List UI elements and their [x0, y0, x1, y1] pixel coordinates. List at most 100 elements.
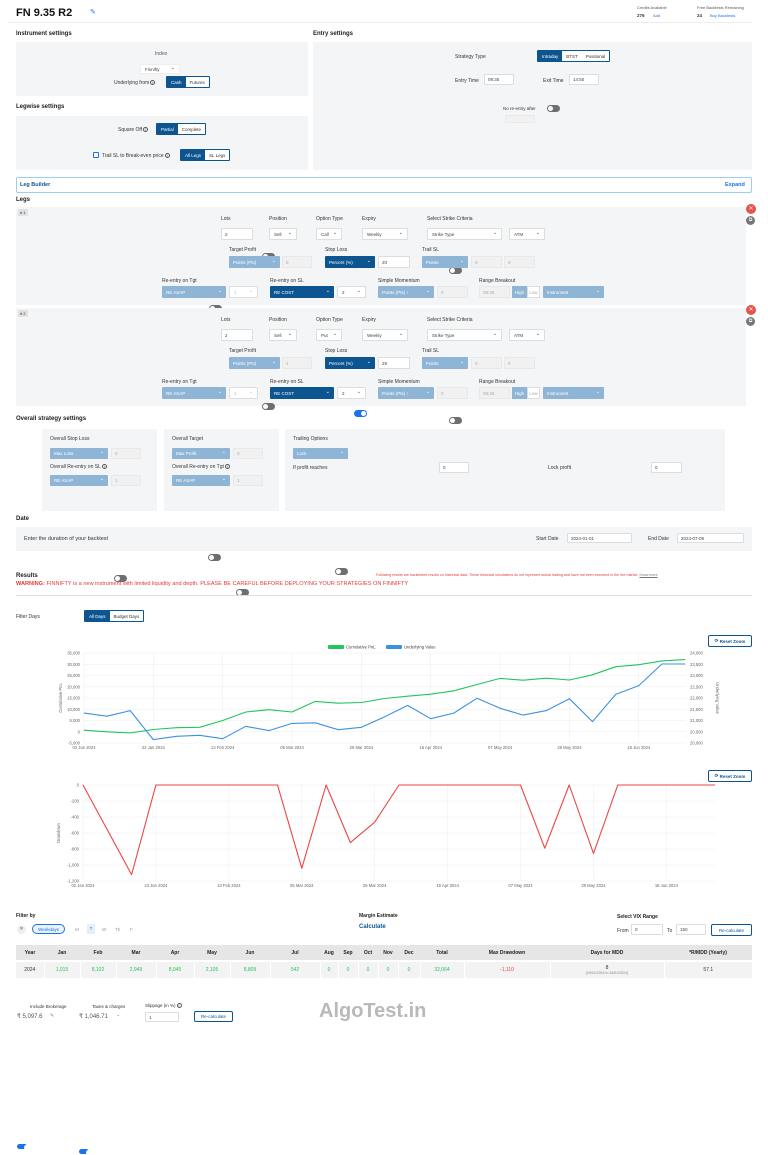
intraday-button[interactable]: Intraday: [538, 51, 563, 61]
add-credits-link[interactable]: Add: [653, 13, 661, 18]
chevron-down-icon[interactable]: ⌄: [116, 1012, 121, 1018]
overall-sl-input[interactable]: 0: [111, 448, 141, 459]
taxes-toggle[interactable]: [79, 1149, 91, 1155]
exit-time-input[interactable]: 14:50: [569, 74, 599, 85]
trail-sl-y-input[interactable]: 0: [504, 256, 535, 268]
square-off-partial-button[interactable]: Partial: [157, 124, 178, 134]
profit-reaches-input[interactable]: 0: [439, 462, 469, 473]
strike-select[interactable]: ATM: [509, 228, 545, 240]
range-instrument-select[interactable]: Instrument: [543, 286, 604, 298]
expiry-select[interactable]: Weekly: [362, 329, 408, 341]
overall-target-input[interactable]: 0: [233, 448, 263, 459]
underlying-cash-button[interactable]: Cash: [167, 77, 186, 87]
no-reentry-time-input[interactable]: [505, 115, 535, 123]
entry-time-input[interactable]: 09:35: [484, 74, 514, 85]
trail-sl-type-select[interactable]: Points: [422, 357, 468, 369]
target-profit-input[interactable]: 1: [282, 357, 312, 369]
end-date-input[interactable]: 2024-07-09: [677, 533, 744, 543]
delete-leg-icon[interactable]: ✕: [746, 305, 756, 315]
square-off-complete-button[interactable]: Complete: [177, 124, 206, 134]
strike-select[interactable]: ATM: [509, 329, 545, 341]
day-filter-m[interactable]: M: [75, 927, 79, 932]
reentry-tgt-type-select[interactable]: RE ASAP: [162, 286, 226, 298]
reentry-tgt-count-select[interactable]: 1: [229, 387, 258, 399]
lots-input[interactable]: 2: [221, 329, 253, 341]
overall-target-toggle[interactable]: [208, 554, 221, 561]
no-reentry-toggle[interactable]: [547, 105, 560, 112]
overall-reentry-tgt-select[interactable]: RE ASAP: [172, 475, 230, 486]
reset-zoom-button-pnl[interactable]: ⟳ Reset Zoom: [708, 635, 752, 647]
pnl-chart[interactable]: -5,000 0 5,000 10,000 15,000 20,000 25,000 30,0…: [0, 630, 768, 760]
buy-backtests-link[interactable]: Buy Backtests: [710, 13, 736, 18]
position-select[interactable]: Sell: [269, 228, 297, 240]
range-high-button[interactable]: High: [512, 286, 527, 298]
vix-from-input[interactable]: 0: [631, 924, 663, 935]
clear-filter-icon[interactable]: ✕: [17, 925, 26, 934]
trail-sl-toggle[interactable]: [449, 417, 462, 424]
start-date-input[interactable]: 2024-01-01: [567, 533, 632, 543]
simple-momentum-input[interactable]: 0: [437, 387, 468, 399]
vix-recalculate-button[interactable]: Re-calculate: [711, 924, 752, 936]
edit-brokerage-icon[interactable]: ✎: [50, 1013, 55, 1019]
underlying-futures-button[interactable]: Futures: [185, 77, 209, 87]
stop-loss-type-select[interactable]: Percent (%): [325, 256, 375, 268]
day-filter-f[interactable]: F: [130, 927, 133, 932]
reentry-sl-type-select[interactable]: RE COST: [270, 286, 334, 298]
position-select[interactable]: Sell: [269, 329, 297, 341]
range-low-button[interactable]: Low: [527, 387, 540, 399]
trail-sl-x-input[interactable]: 0: [471, 357, 502, 369]
simple-momentum-type-select[interactable]: Points (Pts) ↑: [378, 387, 434, 399]
day-filter-w[interactable]: W: [102, 927, 107, 932]
range-breakout-time-input[interactable]: 09:45: [479, 286, 510, 298]
expiry-select[interactable]: Weekly: [362, 228, 408, 240]
trail-sl-x-input[interactable]: 0: [471, 256, 502, 268]
overall-reentry-sl-count[interactable]: 1: [111, 475, 141, 486]
overall-reentry-tgt-toggle[interactable]: [236, 589, 249, 596]
delete-leg-icon[interactable]: ✕: [746, 204, 756, 214]
reentry-sl-count-select[interactable]: 2: [337, 387, 366, 399]
day-filter-th[interactable]: Th: [115, 927, 121, 932]
btst-button[interactable]: BTST: [562, 51, 582, 61]
overall-reentry-sl-select[interactable]: RE ASAP: [50, 475, 108, 486]
budget-days-button[interactable]: Budget Days: [109, 611, 144, 621]
stop-loss-toggle[interactable]: [354, 410, 367, 417]
stop-loss-type-select[interactable]: Percent (%): [325, 357, 375, 369]
index-select[interactable]: Finnifty: [140, 64, 180, 74]
reentry-sl-type-select[interactable]: RE COST: [270, 387, 334, 399]
slippage-recalculate-button[interactable]: Re-calculate: [194, 1011, 233, 1022]
range-low-button[interactable]: Low: [527, 286, 540, 298]
sl-legs-button[interactable]: SL Legs: [205, 150, 230, 160]
stop-loss-input[interactable]: 29: [378, 357, 410, 369]
stop-loss-input[interactable]: 20: [378, 256, 410, 268]
trail-sl-y-input[interactable]: 0: [504, 357, 535, 369]
range-instrument-select[interactable]: Instrument: [543, 387, 604, 399]
drawdown-chart[interactable]: -1,200 -1,000 -800 -600 -400 -200 0 02 Jan 2024…: [0, 770, 768, 895]
option-type-select[interactable]: Put: [316, 329, 342, 341]
strike-criteria-select[interactable]: Strike Type: [427, 228, 502, 240]
overall-sl-type-select[interactable]: Max Loss: [50, 448, 108, 459]
copy-leg-icon[interactable]: ⧉: [746, 216, 755, 225]
calculate-margin-link[interactable]: Calculate: [359, 924, 386, 930]
expand-button[interactable]: Expand: [725, 182, 745, 188]
copy-leg-icon[interactable]: ⧉: [746, 317, 755, 326]
simple-momentum-type-select[interactable]: Points (Pts) ↑: [378, 286, 434, 298]
all-days-button[interactable]: All Days: [85, 611, 110, 621]
range-high-button[interactable]: High: [512, 387, 527, 399]
simple-momentum-input[interactable]: 0: [437, 286, 468, 298]
brokerage-toggle[interactable]: [17, 1144, 29, 1150]
overall-reentry-sl-toggle[interactable]: [114, 575, 127, 582]
positional-button[interactable]: Positional: [581, 51, 610, 61]
edit-icon[interactable]: ✎: [90, 9, 96, 16]
trail-sl-toggle[interactable]: [449, 267, 462, 274]
weekdays-chip[interactable]: Weekdays: [32, 924, 65, 934]
target-profit-toggle[interactable]: [262, 403, 275, 410]
option-type-select[interactable]: Call: [316, 228, 342, 240]
overall-reentry-tgt-count[interactable]: 1: [233, 475, 263, 486]
lock-profit-input[interactable]: 0: [651, 462, 682, 473]
all-legs-button[interactable]: All Legs: [181, 150, 206, 160]
reset-zoom-button-drawdown[interactable]: ⟳ Reset Zoom: [708, 770, 752, 782]
trailing-options-toggle[interactable]: [335, 568, 348, 575]
range-breakout-time-input[interactable]: 09:45: [479, 387, 510, 399]
target-profit-type-select[interactable]: Points (Pts): [229, 256, 280, 268]
day-filter-t[interactable]: T: [87, 924, 95, 934]
